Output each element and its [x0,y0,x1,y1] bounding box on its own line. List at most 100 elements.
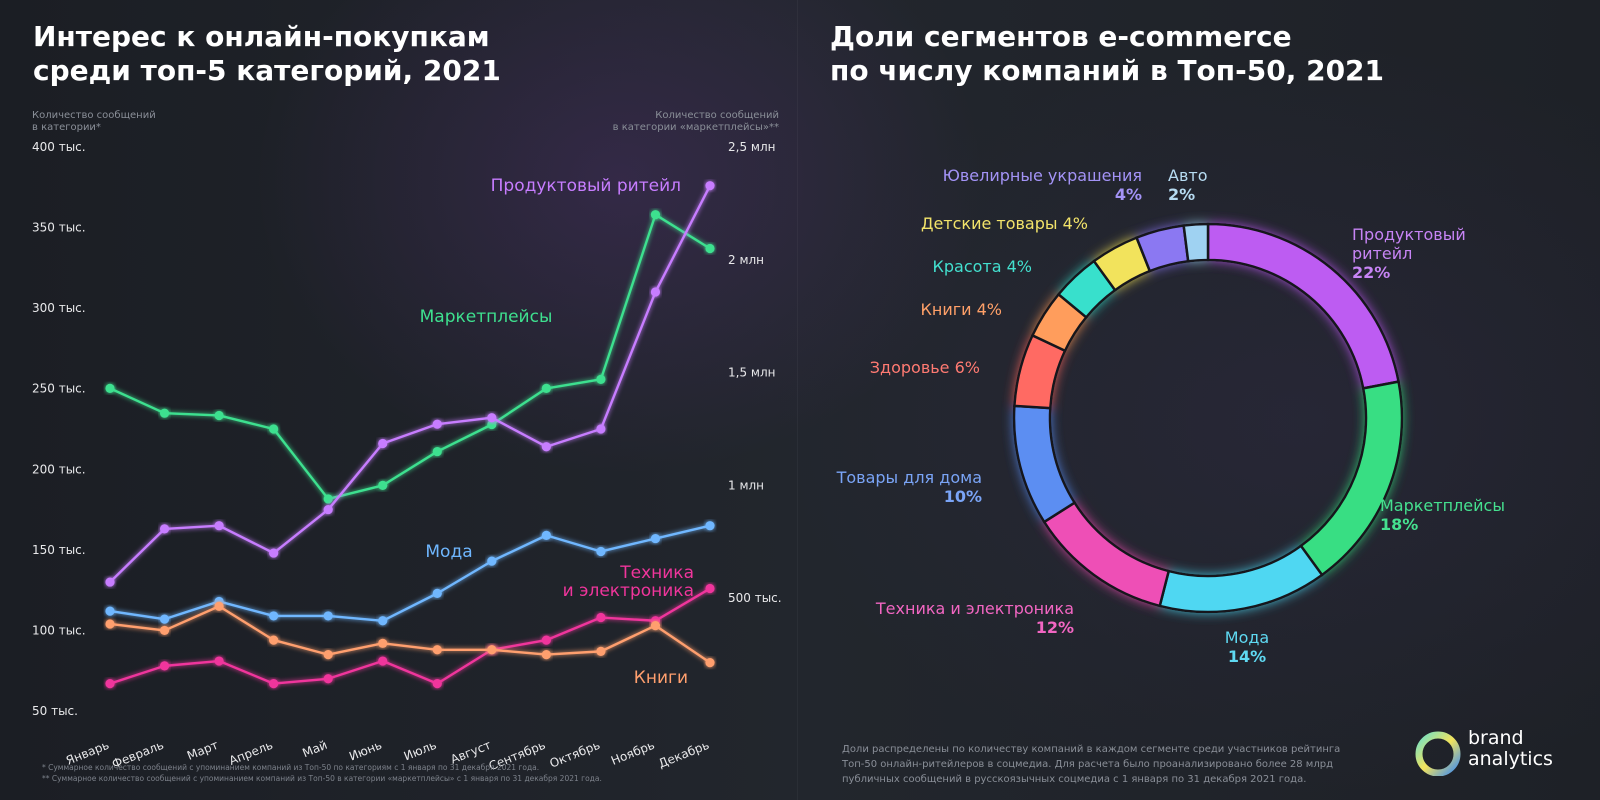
slice-label-маркетплейсы: Маркетплейсы 18% [1380,496,1505,534]
y2-tick-label: 1 млн [728,478,764,492]
slice-label-line: Ювелирные украшения [943,166,1142,185]
data-point [541,383,551,393]
series-label-line: Маркетплейсы [420,307,553,327]
left-chart-title: Интерес к онлайн-покупкам среди топ-5 ка… [33,20,501,88]
brand-line-1: brand [1468,727,1524,749]
y-tick-label: 300 тыс. [32,301,86,315]
data-point [159,524,170,534]
data-point [323,611,333,621]
slice-label-line: Книги 4% [921,300,1003,319]
donut-ring [1012,222,1404,614]
donut-note-line-1: Доли распределены по количеству компаний… [842,744,1341,755]
slice-label-книги: Книги 4% [921,300,1003,319]
y-tick-label: 100 тыс. [32,623,86,637]
data-point [269,635,279,645]
y-tick-label: 200 тыс. [32,462,86,476]
right-chart-title: Доли сегментов e-commerce по числу компа… [830,20,1384,88]
slice-авто [1182,222,1210,263]
series-line [109,587,711,685]
data-point [323,650,333,660]
series-label-маркетплейсы: Маркетплейсы [420,307,553,327]
slice-label-line: Маркетплейсы [1380,496,1505,515]
data-point [705,243,715,254]
slice-маркетплейсы [1299,380,1404,577]
series-label-продуктовый-ритейл: Продуктовый ритейл [491,176,681,196]
left-axis-caption-line-2: в категории* [32,122,101,133]
data-point [378,656,388,666]
slice-label-детские-товары: Детские товары 4% [921,214,1088,233]
left-axis-caption-line-1: Количество сообщений [32,110,156,121]
x-tick-label: Декабрь [656,738,711,771]
data-point [650,620,661,631]
right-axis-caption-line-2: в категории «маркетплейсы»** [612,122,779,133]
y2-tick-label: 2 млн [728,253,764,267]
data-point [596,546,606,557]
data-point [105,679,115,689]
data-point [378,438,388,449]
brand-wordmark: brand analytics [1468,728,1553,770]
data-point [541,635,551,645]
data-point [487,645,497,655]
line-chart: 400 тыс. 350 тыс. 300 тыс. 250 тыс. 200 тыс.… [32,140,782,773]
data-point [596,424,606,434]
y-tick-label: 350 тыс. [32,221,86,235]
data-point [269,548,279,558]
right-axis-caption: Количество сообщений в категории «маркет… [560,110,779,134]
data-point [378,638,388,648]
series-label-мода: Мода [425,542,472,562]
series-label-line: Книги [634,668,688,688]
right-title-line-2: по числу компаний в Топ-50, 2021 [830,54,1385,87]
y-tick-label: 150 тыс. [32,543,86,557]
data-point [323,494,333,504]
data-point [269,679,279,689]
y2-tick-label: 2,5 млн [728,140,775,154]
slice-label-line: Мода [1225,628,1269,647]
x-tick-label: Май [300,738,329,761]
series-line [109,605,711,664]
data-point [323,504,333,515]
data-point [432,446,442,457]
x-tick-label: Ноябрь [609,738,657,768]
data-point [596,646,606,656]
donut-note: Доли распределены по количеству компаний… [842,742,1340,787]
data-point [541,442,551,452]
slice-percent: 10% [944,487,982,506]
donut-note-line-2: Топ-50 онлайн-ритейлеров в соцмедиа. Для… [842,759,1333,770]
footnotes: * Суммарное количество сообщений с упоми… [42,762,602,784]
slice-percent: 12% [1036,618,1074,637]
series-продуктовый-ритейл [105,181,715,587]
series-label-line: и электроника [563,581,694,601]
data-point [650,533,661,544]
slice-label-ювелирные-украшения: Ювелирные украшения 4% [943,166,1142,204]
slice-товары-для-дома [1012,404,1077,524]
series-label-line: Техника [619,563,694,583]
data-point [596,612,606,623]
y2-tick-label: 500 тыс. [728,591,782,605]
data-point [650,287,661,297]
slice-percent: 22% [1352,263,1390,282]
data-point [705,521,715,531]
slice-percent: 14% [1228,647,1266,666]
y2-tick-label: 1,5 млн [728,366,775,380]
data-point [705,583,715,594]
right-title-line-1: Доли сегментов e-commerce [830,20,1292,53]
brand-logo-icon [1412,706,1461,776]
data-point [705,181,715,191]
x-tick-label: Июль [402,738,439,764]
series-label-line: Мода [425,542,472,562]
data-point [269,611,279,621]
slice-percent: 2% [1168,185,1195,204]
data-point [596,374,606,384]
series-line [109,524,711,622]
data-point [432,679,442,689]
donut-note-line-3: публичных сообщений в русскоязычных соцм… [842,774,1307,785]
data-point [487,556,497,566]
data-point [159,614,170,624]
slice-label-line: Красота 4% [933,257,1033,276]
footnote-2: ** Суммарное количество сообщений с упом… [42,774,602,783]
series-маркетплейсы [105,210,715,504]
donut-chart: Продуктовый ритейл 22%Маркетплейсы 18%Мода 1… [836,166,1505,666]
brand-line-2: analytics [1468,748,1553,770]
data-point [159,661,170,671]
